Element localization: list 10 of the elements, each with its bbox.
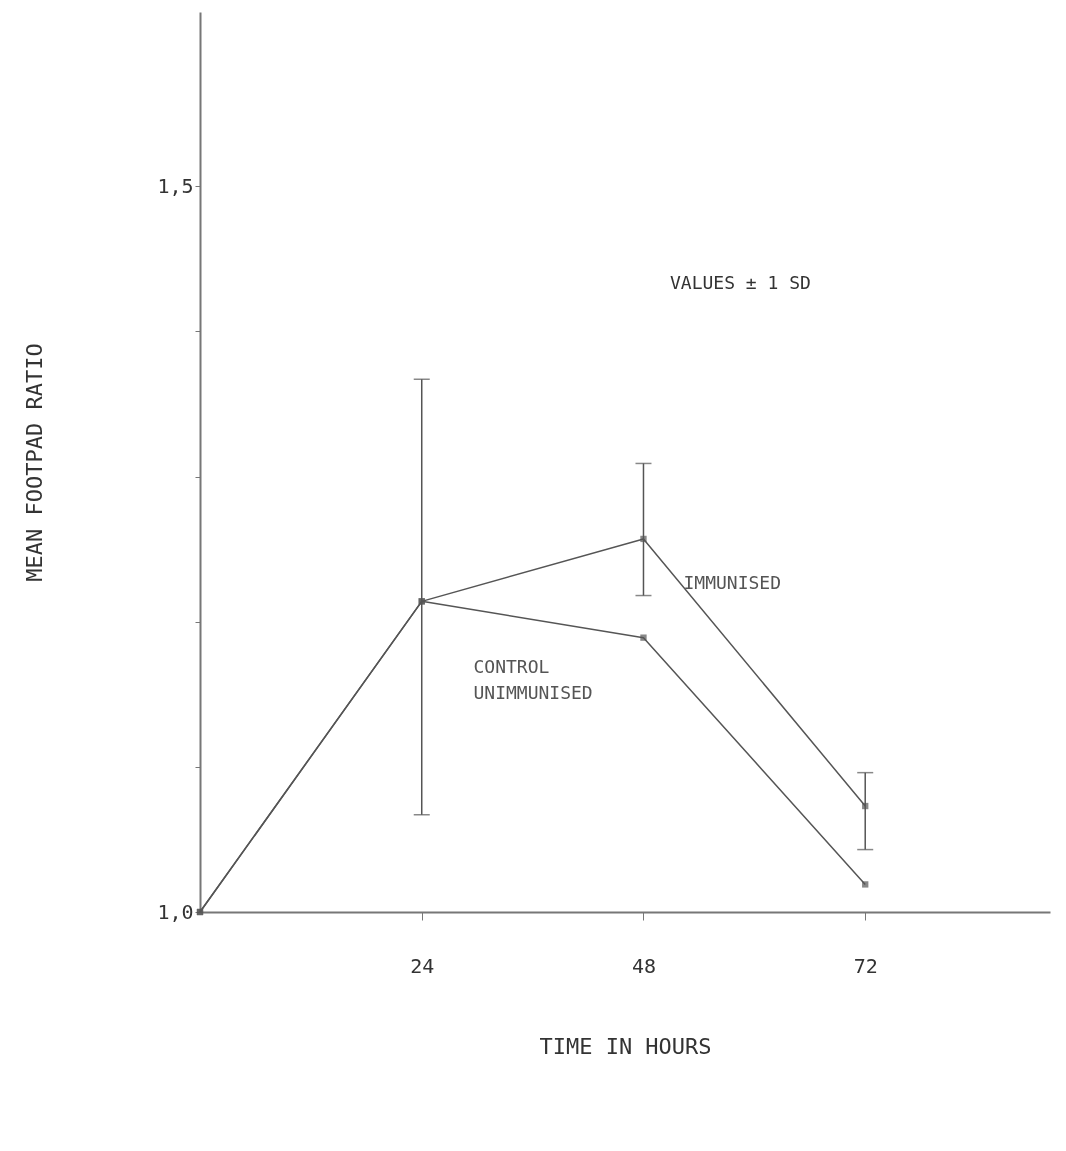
series-label: IMMUNISED: [683, 571, 782, 593]
x-axis-title: TIME IN HOURS: [539, 1033, 712, 1059]
annotation: VALUES ± 1 SD: [670, 272, 811, 293]
y-tick-label: 1,0: [157, 899, 194, 924]
x-tick-label: 72: [853, 953, 878, 978]
x-tick-label: 48: [631, 953, 657, 978]
y-tick-label: 1,5: [157, 173, 194, 198]
x-tick-label: 24: [410, 953, 435, 978]
y-axis-title: MEAN FOOTPAD RATIO: [22, 343, 48, 582]
series-label: CONTROL UNIMMUNISED: [473, 655, 593, 703]
